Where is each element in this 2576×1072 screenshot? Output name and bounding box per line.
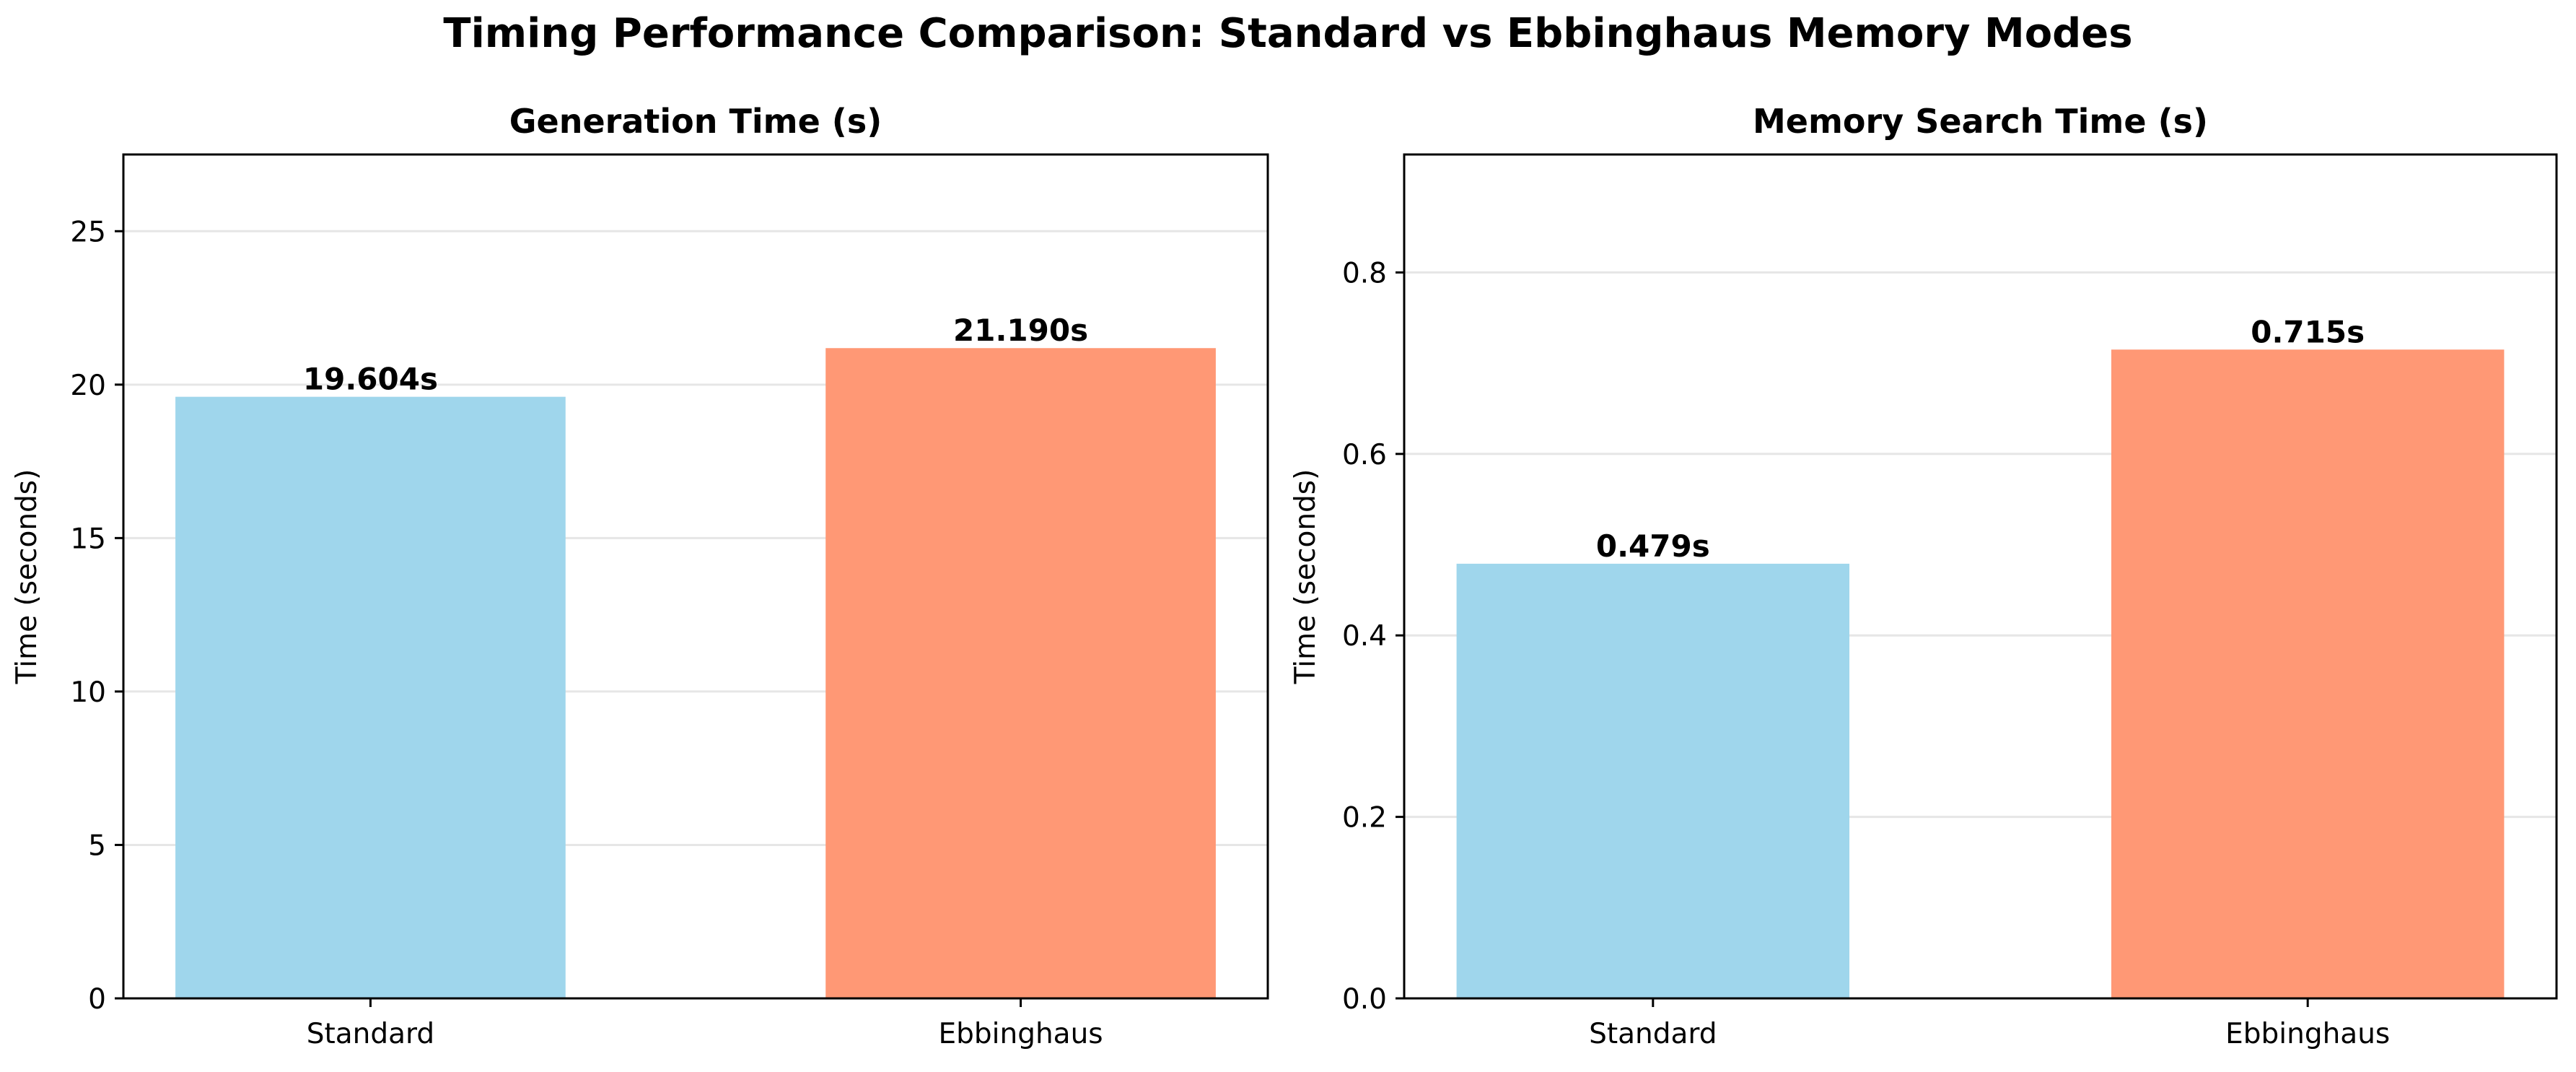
mem-y-axis-label: Time (seconds) <box>1289 469 1322 685</box>
mem-ytick-label: 0.0 <box>1342 983 1387 1016</box>
gen-axes-frame <box>122 153 1269 1000</box>
gen-ytick-label: 25 <box>70 216 106 248</box>
gen-xtick-label-standard: Standard <box>307 1018 434 1050</box>
gen-ytick-label: 10 <box>70 676 106 709</box>
mem-value-label-ebbinghaus: 0.715s <box>2251 314 2365 349</box>
gen-ytick-label: 15 <box>70 523 106 555</box>
mem-value-label-standard: 0.479s <box>1596 528 1710 564</box>
gen-value-label-standard: 19.604s <box>303 362 438 397</box>
mem-bar-standard <box>1456 563 1850 998</box>
mem-xtick-label-ebbinghaus: Ebbinghaus <box>2225 1018 2390 1050</box>
memory-search-time-panel: 0.479s 0.715s 0.0 0.2 0.4 0.6 0.8 Standard Ebbin… <box>1289 102 2558 1050</box>
gen-y-axis-label: Time (seconds) <box>11 469 43 685</box>
mem-bar-ebbinghaus <box>2111 349 2505 998</box>
mem-ytick-label: 0.8 <box>1342 257 1387 289</box>
gen-subplot-title: Generation Time (s) <box>509 102 882 141</box>
gen-bar-ebbinghaus <box>825 348 1216 998</box>
mem-ytick-label: 0.2 <box>1342 802 1387 834</box>
mem-xtick-label-standard: Standard <box>1589 1018 1717 1050</box>
gen-xtick-label-ebbinghaus: Ebbinghaus <box>939 1018 1103 1050</box>
generation-time-panel: 19.604s 21.190s 0 5 10 15 20 25 Standard Ebbingha… <box>11 102 1269 1050</box>
gen-ytick-label: 5 <box>88 829 106 862</box>
mem-axes-frame <box>1403 153 2558 1000</box>
mem-subplot-title: Memory Search Time (s) <box>1753 102 2208 141</box>
mem-ytick-label: 0.4 <box>1342 620 1387 653</box>
gen-value-label-ebbinghaus: 21.190s <box>953 313 1088 348</box>
gen-ytick-label: 20 <box>70 370 106 402</box>
gen-bar-standard <box>175 396 566 998</box>
gen-ytick-label: 0 <box>88 983 106 1016</box>
mem-ytick-label: 0.6 <box>1342 439 1387 471</box>
figure-title: Timing Performance Comparison: Standard … <box>443 10 2133 57</box>
